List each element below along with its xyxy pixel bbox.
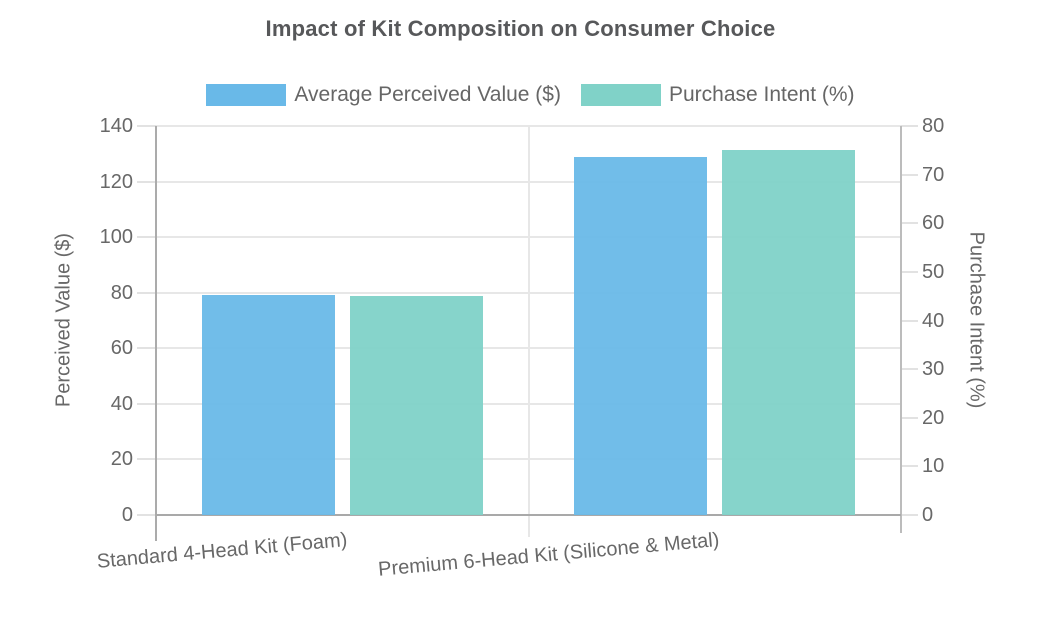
x-axis-category-label: Premium 6-Head Kit (Silicone & Metal) [377, 529, 721, 581]
legend-label: Average Perceived Value ($) [294, 83, 561, 106]
left-axis-tick [137, 125, 156, 127]
left-axis-tick-label: 20 [110, 448, 133, 471]
bar-perceived-value-0 [201, 295, 335, 515]
right-axis-tick-label: 10 [922, 455, 945, 478]
left-axis-tick [137, 458, 156, 461]
right-axis-tick-label: 40 [922, 309, 945, 332]
left-axis-tick-label: 100 [99, 226, 133, 249]
x-axis-line [156, 514, 901, 516]
right-axis-tick [901, 465, 918, 468]
left-axis-line [155, 126, 157, 541]
right-axis-tick [901, 416, 918, 419]
left-axis-tick-label: 120 [99, 170, 133, 193]
legend-swatch-icon [206, 84, 287, 106]
left-axis-tick [137, 347, 156, 350]
right-axis-line [900, 126, 902, 533]
bar-purchase-intent-0 [349, 296, 483, 515]
right-axis-tick-label: 60 [922, 212, 945, 235]
right-axis-title: Purchase Intent (%) [965, 231, 988, 409]
bar-purchase-intent-1 [722, 150, 856, 515]
left-axis-tick-label: 60 [110, 337, 133, 360]
left-axis-tick-label: 80 [110, 281, 133, 304]
left-axis-tick-label: 140 [99, 115, 133, 137]
left-axis-tick-label: 40 [110, 392, 133, 415]
category-boundary-gridline [527, 126, 530, 537]
right-axis-tick-label: 50 [922, 260, 945, 283]
left-axis-tick-label: 0 [121, 504, 133, 526]
legend-item-purchase-intent[interactable]: Purchase Intent (%) [580, 83, 855, 107]
right-axis-tick [901, 173, 918, 176]
left-axis-tick [137, 402, 156, 405]
x-axis-category-label: Standard 4-Head Kit (Foam) [95, 529, 349, 573]
legend: Average Perceived Value ($) Purchase Inte… [0, 82, 1061, 108]
legend-item-perceived-value[interactable]: Average Perceived Value ($) [206, 83, 561, 107]
right-axis-tick-label: 80 [922, 115, 945, 137]
left-axis-title: Perceived Value ($) [52, 232, 75, 408]
bar-perceived-value-1 [574, 156, 708, 515]
right-axis-tick [901, 514, 918, 516]
right-axis-tick [901, 319, 918, 322]
right-axis-tick [901, 222, 918, 225]
left-axis-tick [137, 514, 156, 516]
legend-label: Purchase Intent (%) [668, 83, 855, 106]
legend-swatch-icon [580, 84, 661, 106]
right-axis-tick [901, 368, 918, 371]
right-axis-tick-label: 30 [922, 358, 945, 381]
left-axis-tick [137, 236, 156, 239]
right-axis-tick-label: 0 [922, 504, 934, 526]
right-axis-tick-label: 20 [922, 406, 945, 429]
right-axis-tick-label: 70 [922, 163, 945, 186]
left-axis-tick [137, 291, 156, 294]
right-axis-tick [901, 125, 918, 127]
chart-title: Impact of Kit Composition on Consumer Ch… [265, 16, 776, 41]
right-axis-tick [901, 270, 918, 273]
left-axis-tick [137, 180, 156, 183]
